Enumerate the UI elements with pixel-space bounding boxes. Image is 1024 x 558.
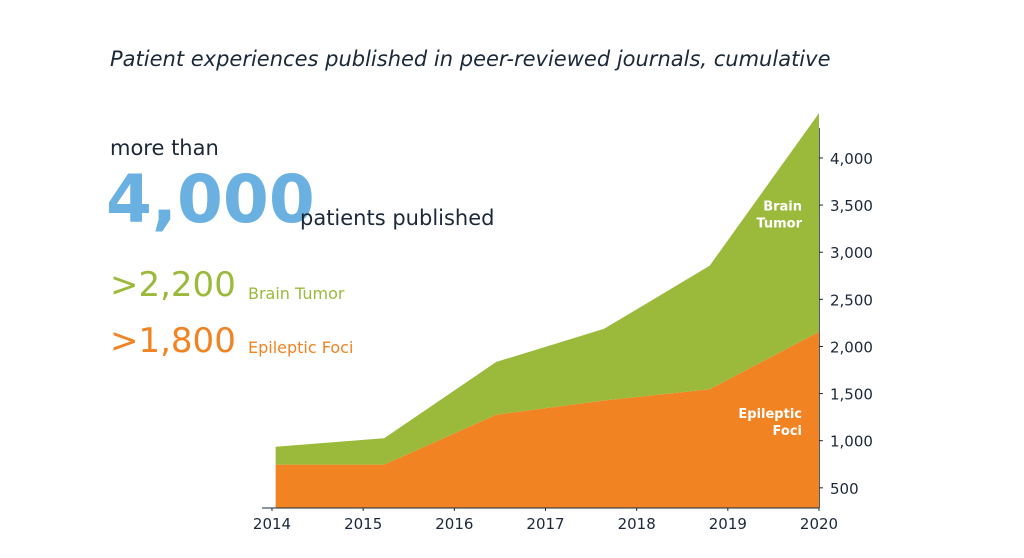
y-tick-label: 3,000 (830, 244, 873, 262)
highlight-label: Epileptic Foci (248, 338, 353, 357)
x-tick-label: 2019 (709, 515, 747, 533)
y-tick-label: 1,000 (830, 433, 873, 451)
total: 4,000 (106, 161, 315, 238)
prefix: more than (110, 136, 219, 160)
title: Patient experiences published in peer-re… (110, 47, 831, 71)
x-tick-label: 2016 (435, 515, 473, 533)
y-tick-label: 500 (830, 480, 859, 498)
highlight-value: >1,800 (110, 321, 236, 361)
highlight-label: Brain Tumor (248, 284, 345, 303)
area-label: Epileptic Foci (738, 407, 802, 439)
y-tick-label: 2,500 (830, 291, 873, 309)
x-tick-label: 2020 (800, 515, 838, 533)
total-suffix: patients published (300, 206, 495, 230)
area (275, 331, 819, 508)
y-tick-label: 3,500 (830, 197, 873, 215)
highlight-value: >2,200 (110, 265, 236, 305)
x-tick-label: 2018 (618, 515, 656, 533)
area-label: Brain Tumor (756, 199, 802, 231)
y-tick-label: 4,000 (830, 150, 873, 168)
y-tick-label: 2,000 (830, 338, 873, 356)
x-tick-label: 2017 (526, 515, 564, 533)
area (275, 113, 819, 465)
x-tick-label: 2015 (344, 515, 382, 533)
y-tick-label: 1,500 (830, 386, 873, 404)
x-tick-label: 2014 (253, 515, 291, 533)
